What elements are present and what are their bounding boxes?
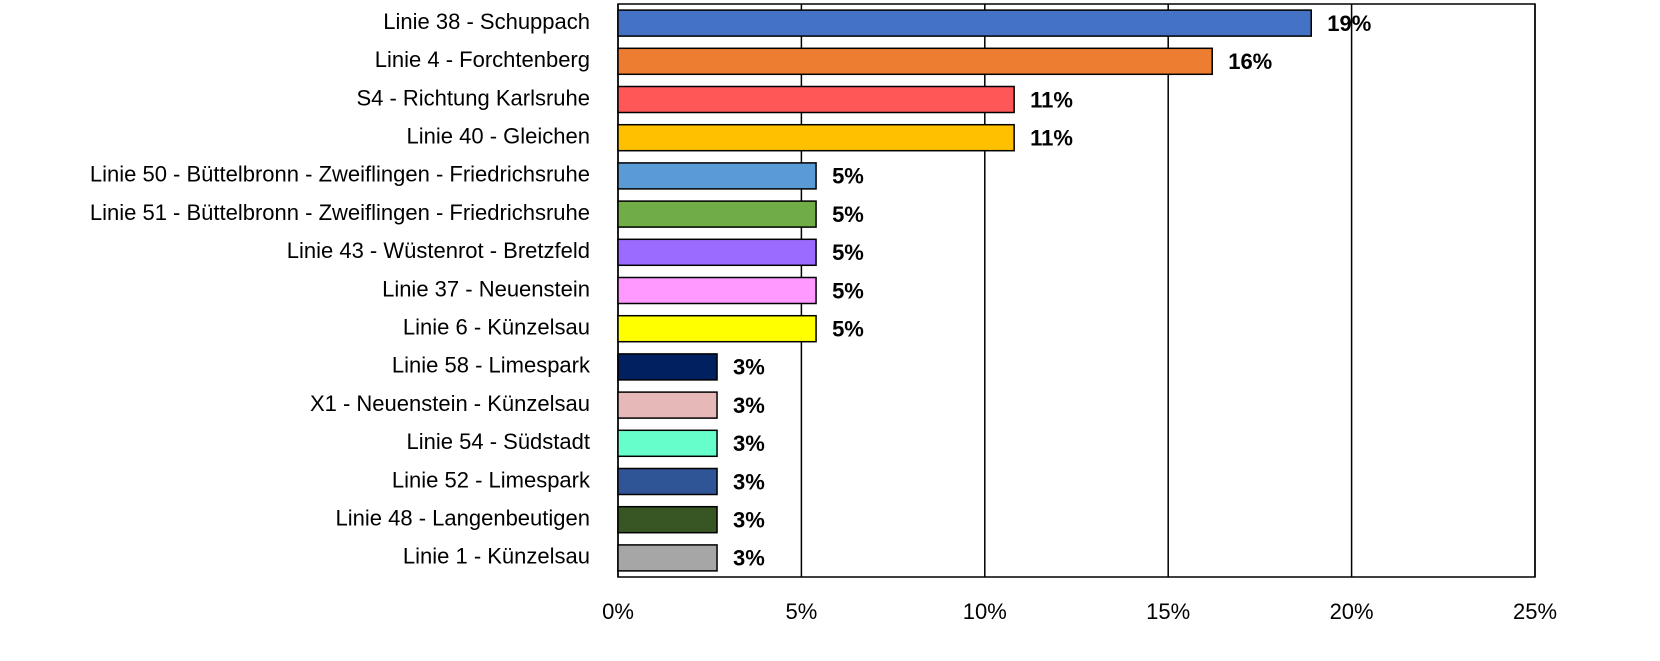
y-tick-label: S4 - Richtung Karlsruhe bbox=[356, 85, 590, 110]
value-label: 3% bbox=[733, 355, 765, 380]
y-tick-label: Linie 6 - Künzelsau bbox=[403, 315, 590, 340]
value-label: 11% bbox=[1030, 87, 1073, 112]
bar bbox=[617, 200, 817, 228]
bar bbox=[617, 505, 718, 534]
value-label: 5% bbox=[832, 240, 864, 265]
bar bbox=[617, 123, 1015, 152]
y-tick-label: Linie 40 - Gleichen bbox=[407, 124, 590, 149]
bar bbox=[617, 314, 817, 343]
y-tick-label: Linie 48 - Langenbeutigen bbox=[336, 506, 590, 531]
y-tick-label: Linie 52 - Limespark bbox=[392, 467, 591, 492]
y-tick-label: Linie 54 - Südstadt bbox=[407, 429, 590, 454]
value-label: 5% bbox=[832, 278, 864, 303]
y-tick-label: Linie 1 - Künzelsau bbox=[403, 544, 590, 569]
bar bbox=[617, 9, 1313, 37]
bar bbox=[617, 391, 718, 419]
value-label: 3% bbox=[733, 431, 765, 456]
value-label: 3% bbox=[733, 469, 765, 494]
value-label: 5% bbox=[832, 164, 864, 189]
bar bbox=[617, 467, 718, 496]
x-tick-label: 0% bbox=[602, 599, 634, 624]
value-label: 5% bbox=[832, 202, 864, 227]
bar bbox=[617, 429, 718, 458]
bar bbox=[617, 162, 817, 190]
bar bbox=[617, 47, 1213, 76]
value-label: 3% bbox=[733, 546, 765, 571]
bar bbox=[617, 238, 817, 267]
y-tick-label: Linie 50 - Büttelbronn - Zweiflingen - F… bbox=[90, 162, 590, 187]
y-tick-label: Linie 58 - Limespark bbox=[392, 353, 591, 378]
bar bbox=[617, 85, 1015, 114]
y-tick-label: Linie 51 - Büttelbronn - Zweiflingen - F… bbox=[90, 200, 590, 225]
bar bbox=[617, 276, 817, 305]
bar bbox=[617, 353, 718, 381]
value-label: 3% bbox=[733, 393, 765, 418]
y-tick-label: Linie 4 - Forchtenberg bbox=[375, 47, 590, 72]
y-tick-label: Linie 38 - Schuppach bbox=[383, 9, 590, 34]
value-label: 11% bbox=[1030, 126, 1073, 151]
y-tick-label: Linie 43 - Wüstenrot - Bretzfeld bbox=[287, 238, 590, 263]
y-tick-label: Linie 37 - Neuenstein bbox=[382, 276, 590, 301]
value-label: 19% bbox=[1327, 11, 1371, 36]
x-tick-label: 25% bbox=[1513, 599, 1557, 624]
y-tick-label: X1 - Neuenstein - Künzelsau bbox=[310, 391, 590, 416]
x-tick-label: 20% bbox=[1330, 599, 1374, 624]
value-label: 3% bbox=[733, 508, 765, 533]
value-label: 5% bbox=[832, 317, 864, 342]
bar bbox=[617, 544, 718, 572]
x-tick-label: 10% bbox=[963, 599, 1007, 624]
value-label: 16% bbox=[1228, 49, 1272, 74]
x-tick-label: 15% bbox=[1146, 599, 1190, 624]
x-tick-label: 5% bbox=[786, 599, 818, 624]
